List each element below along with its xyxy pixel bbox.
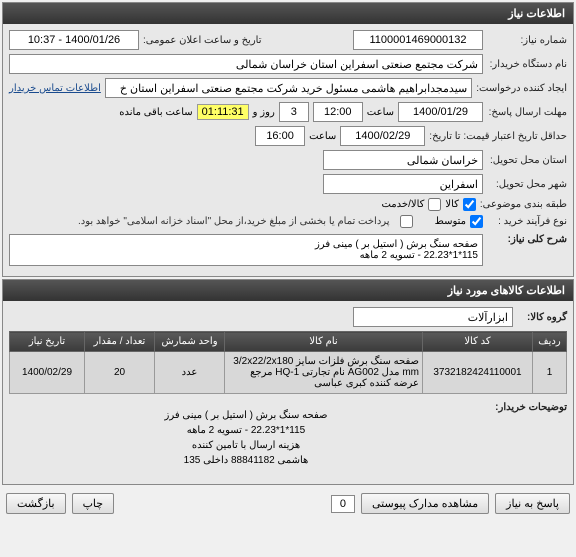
goods-label: کالا <box>445 199 459 210</box>
buyer-note-label: توضیحات خریدار: <box>487 402 567 413</box>
back-button[interactable]: بازگشت <box>6 493 66 514</box>
service-label: کالا/خدمت <box>381 199 424 210</box>
desc-box: صفحه سنگ برش ( استیل بر ) مینی فرز 115*1… <box>9 234 483 266</box>
docs-count: 0 <box>331 495 355 513</box>
medium-label: متوسط <box>435 216 466 227</box>
cell-code: 3732182424110001 <box>423 352 533 394</box>
time-label-1: ساعت <box>367 107 394 118</box>
view-docs-button[interactable]: مشاهده مدارک پیوستی <box>361 493 489 514</box>
buyer-note-text: صفحه سنگ برش ( استیل بر ) مینی فرز 115*1… <box>9 402 483 474</box>
buyer-org-label: نام دستگاه خریدار: <box>487 59 567 70</box>
budget-cat-label: طبقه بندی موضوعی: <box>480 199 567 210</box>
col-unit: واحد شمارش <box>155 332 225 352</box>
panel-title: اطلاعات نیاز <box>3 3 573 24</box>
col-code: کد کالا <box>423 332 533 352</box>
deliv-prov-label: استان محل تحویل: <box>487 155 567 166</box>
day-label: روز و <box>253 107 275 118</box>
creator-label: ایجاد کننده درخواست: <box>476 83 567 94</box>
desc-label: شرح کلی نیاز: <box>487 234 567 245</box>
buyer-org-field[interactable] <box>9 54 483 74</box>
col-name: نام کالا <box>225 332 423 352</box>
cell-name: صفحه سنگ برش فلزات سایز 3/2x22/2x180 mm … <box>225 352 423 394</box>
col-qty: تعداد / مقدار <box>85 332 155 352</box>
deliv-city-field[interactable] <box>323 174 483 194</box>
need-no-label: شماره نیاز: <box>487 35 567 46</box>
cell-date: 1400/02/29 <box>10 352 85 394</box>
deliv-city-label: شهر محل تحویل: <box>487 179 567 190</box>
reply-deadline-label: مهلت ارسال پاسخ: <box>487 107 567 118</box>
valid-time-field[interactable] <box>255 126 305 146</box>
creator-field[interactable] <box>105 78 472 98</box>
pub-date-label: تاریخ و ساعت اعلان عمومی: <box>143 35 262 46</box>
postpay-checkbox[interactable] <box>400 215 413 228</box>
need-info-panel: اطلاعات نیاز شماره نیاز: تاریخ و ساعت اع… <box>2 2 574 277</box>
items-panel-title: اطلاعات کالاهای مورد نیاز <box>3 280 573 301</box>
reply-date-field[interactable] <box>398 102 483 122</box>
col-date: تاریخ نیاز <box>10 332 85 352</box>
valid-date-field[interactable] <box>340 126 425 146</box>
group-field[interactable] <box>353 307 513 327</box>
reply-button[interactable]: پاسخ به نیاز <box>495 493 570 514</box>
items-panel: اطلاعات کالاهای مورد نیاز گروه کالا: ردی… <box>2 279 574 485</box>
need-no-field[interactable] <box>353 30 483 50</box>
purchase-type-label: نوع فرآیند خرید : <box>487 216 567 227</box>
print-button[interactable]: چاپ <box>72 493 115 514</box>
postpay-note: پرداخت تمام یا بخشی از مبلغ خرید،از محل … <box>78 216 390 227</box>
service-checkbox[interactable] <box>428 198 441 211</box>
cell-qty: 20 <box>85 352 155 394</box>
panel-body: شماره نیاز: تاریخ و ساعت اعلان عمومی: نا… <box>3 24 573 276</box>
pub-date-field[interactable] <box>9 30 139 50</box>
bottom-bar: پاسخ به نیاز مشاهده مدارک پیوستی 0 چاپ ب… <box>0 487 576 520</box>
buyer-contact-link[interactable]: اطلاعات تماس خریدار <box>9 83 101 94</box>
items-table: ردیف کد کالا نام کالا واحد شمارش تعداد /… <box>9 331 567 394</box>
remaining-time: 01:11:31 <box>197 104 249 120</box>
group-label: گروه کالا: <box>517 312 567 323</box>
cell-unit: عدد <box>155 352 225 394</box>
reply-time-field[interactable] <box>313 102 363 122</box>
table-row[interactable]: 1 3732182424110001 صفحه سنگ برش فلزات سا… <box>10 352 567 394</box>
goods-checkbox[interactable] <box>463 198 476 211</box>
valid-until-label: حداقل تاریخ اعتبار قیمت: تا تاریخ: <box>429 131 567 142</box>
days-field[interactable] <box>279 102 309 122</box>
remaining-label: ساعت باقی مانده <box>119 107 192 118</box>
deliv-prov-field[interactable] <box>323 150 483 170</box>
cell-row: 1 <box>533 352 567 394</box>
col-row: ردیف <box>533 332 567 352</box>
time-label-2: ساعت <box>309 131 336 142</box>
medium-checkbox[interactable] <box>470 215 483 228</box>
